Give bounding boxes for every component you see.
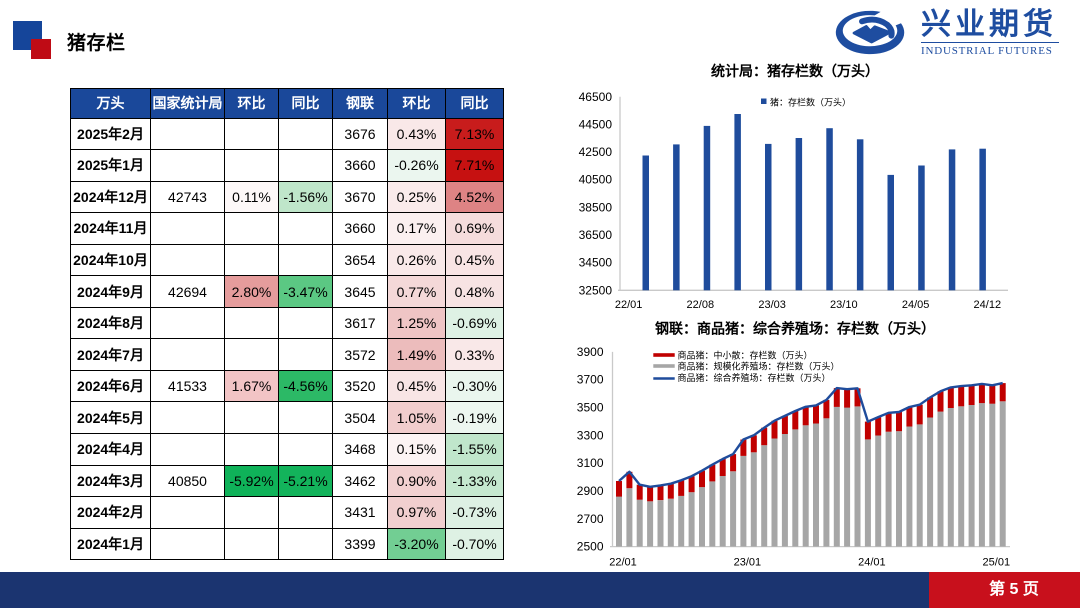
svg-text:40500: 40500: [579, 173, 613, 187]
svg-text:3700: 3700: [577, 373, 604, 387]
svg-text:32500: 32500: [579, 283, 613, 297]
svg-text:猪：存栏数（万头）: 猪：存栏数（万头）: [770, 96, 851, 107]
svg-text:24/05: 24/05: [902, 299, 930, 311]
svg-text:2700: 2700: [577, 512, 604, 526]
svg-text:商品猪：综合养殖场：存栏数（万头）: 商品猪：综合养殖场：存栏数（万头）: [678, 372, 831, 383]
svg-text:3300: 3300: [577, 428, 604, 442]
svg-text:商品猪：规模化养殖场：存栏数（万头）: 商品猪：规模化养殖场：存栏数（万头）: [678, 361, 840, 372]
svg-text:统计局：猪存栏数（万头）: 统计局：猪存栏数（万头）: [711, 63, 879, 79]
svg-text:钢联：商品猪：综合养殖场：存栏数（万头）: 钢联：商品猪：综合养殖场：存栏数（万头）: [655, 321, 935, 337]
svg-text:2500: 2500: [577, 540, 604, 554]
svg-text:23/01: 23/01: [734, 557, 762, 569]
svg-text:3100: 3100: [577, 456, 604, 470]
svg-text:44500: 44500: [579, 117, 613, 131]
svg-text:24/12: 24/12: [974, 299, 1002, 311]
svg-text:46500: 46500: [579, 90, 613, 104]
svg-text:34500: 34500: [579, 256, 613, 270]
svg-text:22/01: 22/01: [609, 557, 637, 569]
svg-text:36500: 36500: [579, 228, 613, 242]
svg-text:24/01: 24/01: [858, 557, 886, 569]
svg-text:3500: 3500: [577, 401, 604, 415]
svg-text:商品猪：中小散：存栏数（万头）: 商品猪：中小散：存栏数（万头）: [678, 350, 813, 361]
svg-text:22/01: 22/01: [615, 299, 643, 311]
svg-text:3900: 3900: [577, 345, 604, 359]
svg-text:25/01: 25/01: [983, 557, 1011, 569]
svg-text:42500: 42500: [579, 145, 613, 159]
svg-text:22/08: 22/08: [687, 299, 715, 311]
svg-text:38500: 38500: [579, 200, 613, 214]
svg-text:23/03: 23/03: [758, 299, 786, 311]
svg-text:2900: 2900: [577, 484, 604, 498]
svg-text:23/10: 23/10: [830, 299, 858, 311]
